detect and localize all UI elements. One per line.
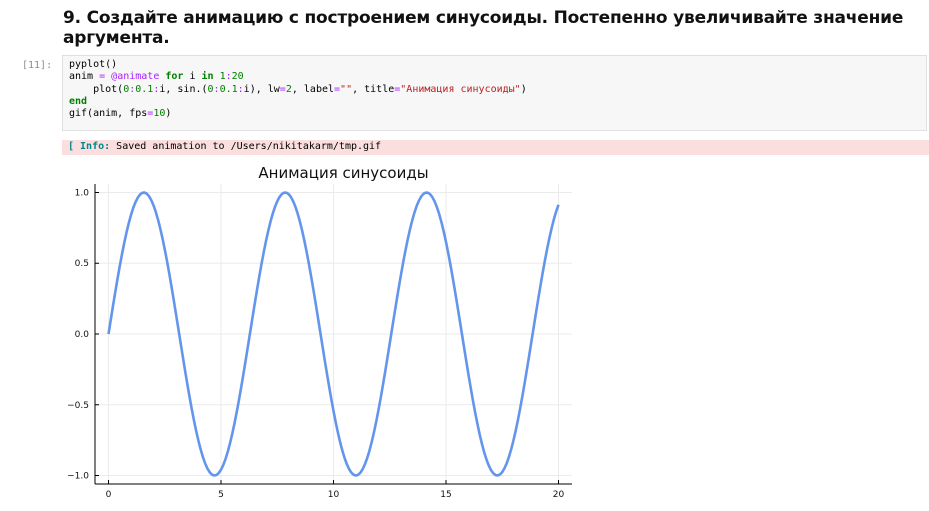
plot-output: Анимация синусоиды 0 5 10 15 20 −1.0 −0.5 0.0 0.5… [62, 158, 592, 506]
code-line: end [69, 96, 87, 107]
code-token: 2 [285, 83, 292, 95]
code-token: @animate [111, 71, 160, 83]
code-token: = [99, 71, 106, 83]
code-token: for [165, 71, 184, 83]
code-token: , label [291, 83, 335, 95]
code-token: 0 [207, 83, 214, 95]
x-tick-label: 0 [106, 490, 112, 500]
code-token: = [334, 83, 341, 95]
code-token: i, sin.( [159, 83, 208, 95]
info-message: Saved animation to /Users/nikitakarm/tmp… [110, 141, 382, 152]
code-token: gif(anim, fps [69, 108, 148, 120]
code-token: 0 [123, 83, 130, 95]
code-line: gif(anim, fps=10) [69, 108, 171, 119]
section-heading: 9. Создайте анимацию с построением синус… [63, 8, 904, 48]
y-tick-label: −0.5 [67, 401, 89, 411]
code-token: "" [340, 83, 353, 95]
code-token: : [129, 83, 136, 95]
code-token: "Анимация синусоиды" [400, 83, 521, 95]
x-tick-label: 20 [553, 490, 565, 500]
code-token: 1 [219, 71, 226, 83]
y-tick-label: −1.0 [67, 472, 89, 482]
code-token: plot( [69, 83, 124, 95]
code-token: in [201, 71, 214, 83]
y-tick-label: 0.5 [75, 259, 89, 269]
code-token: i [183, 71, 202, 83]
code-token: 0.1 [219, 83, 238, 95]
info-label: [ Info: [68, 141, 111, 152]
code-token: pyplot() [69, 59, 118, 70]
code-token: = [147, 108, 154, 120]
code-token: = [279, 83, 286, 95]
y-tick-label: 1.0 [75, 188, 90, 198]
code-token: ) [165, 108, 172, 120]
cell-prompt: [11]: [22, 60, 53, 71]
code-token: anim [69, 71, 100, 83]
code-token: i), lw [243, 83, 280, 95]
info-text: [ Info: Saved animation to /Users/nikita… [68, 141, 381, 152]
y-tick-label: 0.0 [75, 330, 90, 340]
code-line: plot(0:0.1:i, sin.(0:0.1:i), lw=2, label… [69, 84, 527, 95]
code-line: pyplot() [69, 59, 117, 70]
code-token: : [237, 83, 244, 95]
code-cell[interactable]: pyplot() anim = @animate for i in 1:20 p… [62, 55, 927, 131]
x-tick-label: 15 [440, 490, 451, 500]
code-editor[interactable]: pyplot() anim = @animate for i in 1:20 p… [69, 59, 527, 120]
x-tick-label: 5 [218, 490, 224, 500]
code-line: anim = @animate for i in 1:20 [69, 71, 244, 82]
chart-title: Анимация синусоиды [258, 164, 428, 182]
x-tick-label: 10 [328, 490, 340, 500]
sine-chart: Анимация синусоиды 0 5 10 15 20 −1.0 −0.5 0.0 0.5… [67, 164, 572, 500]
code-token: 0.1 [135, 83, 154, 95]
code-token: : [225, 71, 232, 83]
code-token: : [213, 83, 220, 95]
code-token: = [394, 83, 401, 95]
code-token: ) [520, 83, 527, 95]
code-token: : [153, 83, 160, 95]
code-token: end [69, 95, 88, 107]
code-token: , title [352, 83, 395, 95]
code-token: 10 [153, 108, 166, 120]
code-token: 20 [231, 71, 244, 83]
sine-series-line [107, 191, 560, 477]
info-output: [ Info: Saved animation to /Users/nikita… [62, 140, 929, 155]
